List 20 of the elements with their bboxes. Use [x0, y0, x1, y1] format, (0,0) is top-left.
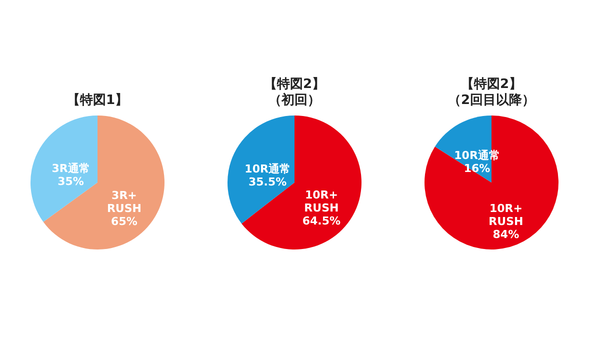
slice-label: 10R+ RUSH: [304, 188, 339, 215]
chart-subtitle: （2回目以降）: [448, 93, 536, 108]
data-label: 35.5%: [248, 175, 287, 188]
slice-label: 10R通常: [244, 162, 290, 176]
pie-slice: [30, 116, 98, 222]
slice-label: 3R+ RUSH: [106, 189, 142, 216]
slice-label: 3R通常: [52, 162, 90, 175]
chart-title: 【特図2】: [264, 76, 326, 92]
data-label: 65%: [111, 215, 138, 228]
slice-label: 10R+ RUSH: [488, 202, 524, 228]
pie-slice: [242, 116, 362, 250]
chart-title: 【特図2】: [460, 76, 522, 92]
data-label: 35%: [58, 174, 84, 188]
chart-subtitle: （初回）: [268, 92, 320, 108]
data-label: 64.5%: [302, 214, 341, 228]
chart-title: 【特図1】: [66, 92, 128, 108]
pie-slice: [228, 116, 294, 224]
pie-slice: [424, 116, 558, 250]
data-label: 84%: [492, 228, 520, 241]
pie-slice: [43, 116, 164, 250]
